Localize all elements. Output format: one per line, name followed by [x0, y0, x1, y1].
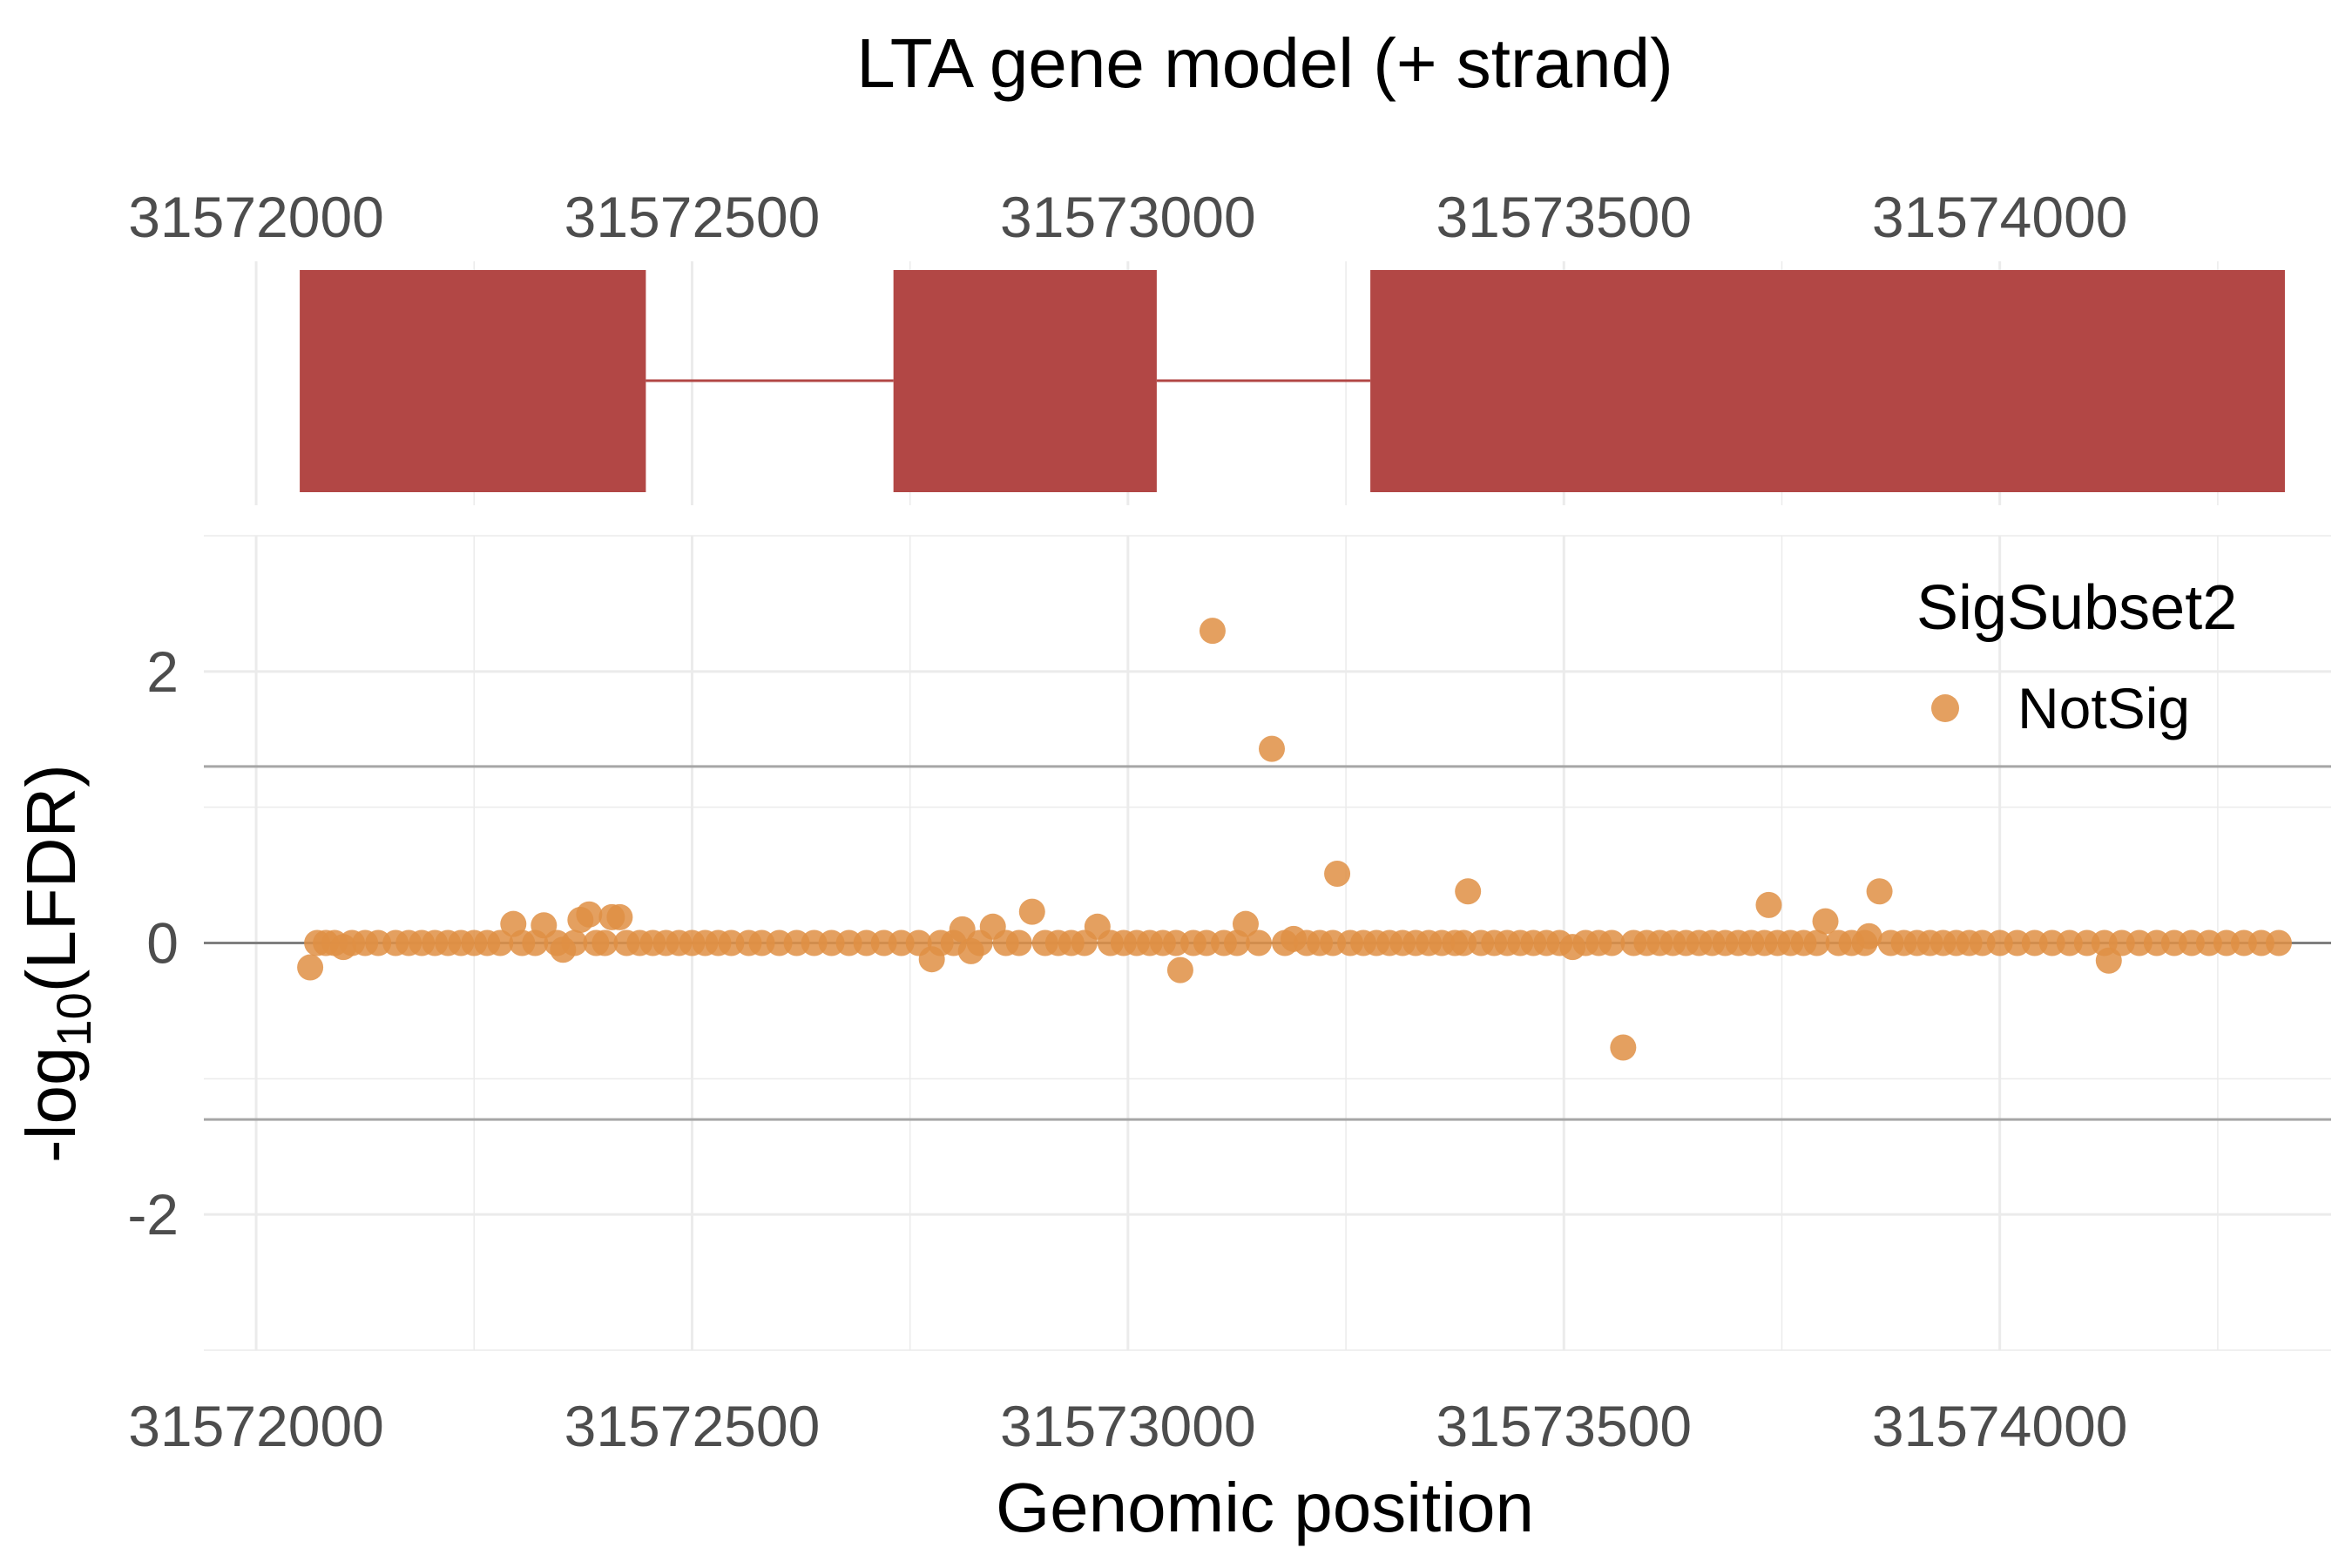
gene-x-tick-label: 31573000: [1000, 185, 1256, 249]
y-tick-label: -2: [127, 1182, 179, 1247]
x-axis-title: Genomic position: [996, 1469, 1534, 1546]
y-axis-title: -log10(LFDR): [12, 764, 101, 1163]
data-point: [606, 903, 633, 930]
data-point: [1803, 929, 1830, 956]
data-point: [561, 929, 588, 956]
data-point: [1166, 956, 1193, 983]
exon-block: [300, 270, 646, 492]
y-axis-title-rest: (LFDR): [12, 764, 90, 992]
data-point: [1245, 929, 1272, 956]
x-tick-label: 31573500: [1436, 1394, 1692, 1458]
legend-title: SigSubset2: [1916, 573, 2237, 643]
gene-x-tick-label: 31573500: [1436, 185, 1692, 249]
data-point: [1755, 891, 1782, 918]
exon-block: [893, 270, 1157, 492]
data-point: [1005, 929, 1032, 956]
x-tick-label: 31572000: [128, 1394, 384, 1458]
data-point: [1610, 1034, 1637, 1061]
legend-label-notsig: NotSig: [2017, 676, 2190, 740]
data-point: [1455, 878, 1482, 905]
data-point: [1018, 898, 1045, 925]
data-point: [1199, 618, 1226, 645]
legend: SigSubset2 NotSig: [1916, 573, 2237, 740]
data-point: [1598, 929, 1625, 956]
data-point: [1324, 861, 1351, 888]
data-point: [1812, 908, 1839, 935]
x-tick-label: 31574000: [1872, 1394, 2128, 1458]
scatter-points: [297, 618, 2292, 1061]
gene-x-tick-label: 31572000: [128, 185, 384, 249]
scatter-panel: 31572000 31572500 31573000 31573500 31574000…: [127, 535, 2331, 1458]
y-axis-title-main: -log: [12, 1047, 90, 1163]
y-tick-label: 2: [146, 639, 179, 704]
data-point: [576, 901, 603, 928]
data-point: [1866, 878, 1893, 905]
x-tick-label: 31572500: [564, 1394, 821, 1458]
gene-model-title: LTA gene model (+ strand): [856, 24, 1673, 102]
data-point: [297, 954, 324, 981]
data-point: [1855, 923, 1882, 950]
data-point: [487, 929, 514, 956]
y-axis-title-subscript: 10: [46, 992, 101, 1046]
gene-model-panel: 31572000 31572500 31573000 31573500 31574000: [128, 185, 2285, 505]
y-tick-label: 0: [146, 911, 179, 976]
legend-key-notsig: [1931, 694, 1959, 722]
x-tick-label: 31573000: [1000, 1394, 1256, 1458]
x-axis-ticks: 31572000 31572500 31573000 31573500 31574000: [128, 1394, 2127, 1458]
gene-model-x-axis: 31572000 31572500 31573000 31573500 31574000: [128, 185, 2127, 249]
data-point: [1259, 735, 1286, 762]
gene-model-features: [300, 270, 2285, 492]
data-point: [591, 929, 618, 956]
gene-x-tick-label: 31574000: [1872, 185, 2128, 249]
data-point: [1232, 910, 1259, 937]
y-axis-ticks: -2 0 2: [127, 639, 179, 1247]
exon-block: [1370, 270, 2285, 492]
gene-x-tick-label: 31572500: [564, 185, 821, 249]
data-point: [2265, 929, 2292, 956]
